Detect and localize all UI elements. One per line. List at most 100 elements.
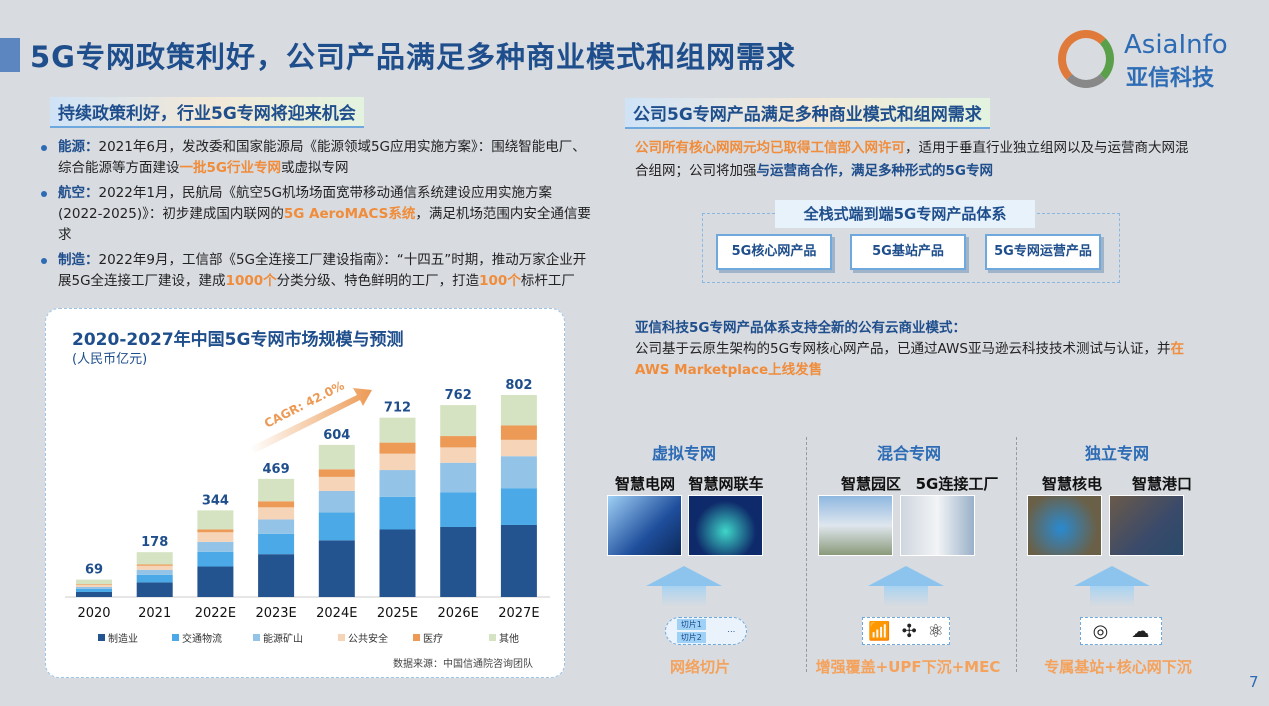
bar-segment-医疗 — [500, 425, 537, 440]
bar-segment-交通物流 — [136, 574, 173, 583]
bar-segment-能源矿山 — [440, 462, 477, 493]
bullet-key: 能源： — [58, 139, 99, 155]
bar-segment-公共安全 — [440, 447, 477, 463]
bar-segment-公共安全 — [500, 439, 537, 457]
bar-segment-制造业 — [379, 529, 416, 597]
bar-segment-医疗 — [440, 436, 477, 448]
bullet-text: ，满足机场范围内安全通信要求 — [58, 206, 591, 243]
legend-swatch — [413, 634, 420, 641]
smart-port-image — [1109, 495, 1184, 556]
bullet-highlight: 1000个 — [225, 273, 277, 289]
bullet-text: 2022年1月，民航局《航空5G机场场面宽带移动通信系统建设应用实施方案(202… — [58, 185, 552, 222]
bar-segment-制造业 — [76, 591, 112, 597]
image-label: 智慧电网 — [614, 475, 675, 493]
bar-segment-能源矿山 — [258, 519, 295, 534]
data-label: 762 — [445, 388, 472, 403]
bullet-energy: 能源：2021年6月，发改委和国家能源局《能源领域5G应用实施方案》：围绕智能电… — [38, 137, 593, 179]
bullet-manufacturing: 制造：2022年9月，工信部《5G全连接工厂建设指南》：“十四五”时期，推动万家… — [38, 250, 593, 292]
bullet-key: 航空： — [58, 185, 99, 201]
bar-segment-医疗 — [318, 469, 355, 477]
x-tick-label: 2024E — [316, 606, 357, 621]
up-arrow-icon — [1074, 566, 1150, 586]
bar-segment-能源矿山 — [76, 586, 112, 589]
image-label: 智慧网联车 — [688, 475, 764, 493]
legend-label: 交通物流 — [182, 632, 222, 645]
connected-car-image — [688, 495, 763, 556]
antenna-icon: ◎ — [1092, 620, 1109, 642]
column-footer-hybrid: 增强覆盖+UPF下沉+MEC — [815, 658, 1001, 676]
bar-segment-交通物流 — [440, 492, 477, 527]
bullet-text: 2022年9月，工信部《5G全连接工厂建设指南》：“十四五”时期，推动万家企业开… — [58, 252, 587, 289]
legend-label: 公共安全 — [348, 632, 388, 645]
smart-park-image — [818, 495, 893, 556]
up-arrow-stem — [1090, 586, 1134, 606]
bar-segment-制造业 — [258, 554, 295, 597]
bar-segment-交通物流 — [258, 533, 295, 555]
x-tick-label: 2021 — [138, 606, 171, 621]
bar-segment-制造业 — [197, 566, 234, 597]
bullet-highlight: 5G AeroMACS系统 — [283, 206, 416, 222]
bullet-key: 制造： — [58, 252, 99, 268]
legend-swatch — [489, 634, 496, 641]
bar-segment-医疗 — [136, 564, 173, 566]
bar-segment-制造业 — [440, 526, 477, 597]
title-accent-bar — [0, 38, 20, 72]
bar-segment-公共安全 — [197, 532, 234, 542]
smart-grid-image — [607, 495, 682, 556]
x-tick-label: 2020 — [77, 606, 110, 621]
bar-segment-其他 — [379, 417, 416, 443]
logo-ring-icon — [1058, 30, 1114, 88]
up-arrow-stem — [662, 586, 706, 606]
column-divider — [806, 437, 807, 672]
product-operations: 5G专网运营产品 — [985, 234, 1101, 270]
page-title: 5G专网政策利好，公司产品满足多种商业模式和组网需求 — [30, 40, 796, 74]
bar-segment-其他 — [76, 579, 112, 585]
data-label: 469 — [263, 462, 290, 477]
x-tick-label: 2022E — [195, 606, 236, 621]
standalone-icons: ◎ ☁ — [1080, 617, 1162, 645]
data-label: 178 — [141, 535, 168, 550]
bar-segment-医疗 — [379, 442, 416, 454]
smart-nuclear-image — [1027, 495, 1102, 556]
logo-text-en: AsiaInfo — [1124, 30, 1228, 60]
legend-swatch — [172, 634, 179, 641]
product-core-network: 5G核心网产品 — [716, 234, 832, 270]
image-label: 智慧园区 — [840, 475, 901, 493]
legend-label: 能源矿山 — [263, 632, 303, 645]
left-subtitle: 持续政策利好，行业5G专网将迎来机会 — [50, 97, 364, 128]
bar-segment-能源矿山 — [379, 470, 416, 497]
cagr-arrow-icon — [250, 388, 372, 453]
bar-segment-其他 — [197, 510, 234, 530]
product-stack-title: 全栈式端到端5G专网产品体系 — [775, 200, 1035, 228]
market-size-chart: 69 2020 178 2021 344 2022E 469 2023E 604 2024E 712… — [65, 378, 550, 670]
x-tick-label: 2027E — [498, 606, 539, 621]
bar-segment-医疗 — [258, 501, 295, 508]
data-label: 344 — [202, 493, 229, 508]
bullet-aviation: 航空：2022年1月，民航局《航空5G机场场面宽带移动通信系统建设应用实施方案(… — [38, 183, 593, 246]
bar-segment-能源矿山 — [136, 569, 173, 575]
product-base-station: 5G基站产品 — [850, 234, 966, 270]
bullet-highlight: 100个 — [479, 273, 521, 289]
chart-unit: (人民币亿元) — [72, 352, 148, 367]
more-slices-icon: ⋯ — [727, 626, 736, 636]
column-footer-virtual: 网络切片 — [669, 658, 730, 676]
atom-icon: ⚛ — [927, 620, 944, 642]
up-arrow-stem — [884, 586, 928, 606]
x-tick-label: 2025E — [377, 606, 418, 621]
bar-segment-制造业 — [318, 540, 355, 597]
bar-segment-能源矿山 — [197, 541, 234, 552]
data-label: 712 — [384, 401, 411, 416]
legend-label: 其他 — [499, 632, 519, 645]
data-label: 802 — [505, 378, 532, 393]
bar-segment-交通物流 — [500, 488, 537, 525]
network-slice-icon: 切片1 切片2 ⋯ — [665, 617, 747, 645]
5g-factory-image — [900, 495, 975, 556]
bar-segment-其他 — [258, 478, 295, 502]
slice-label: 切片1 — [676, 619, 706, 630]
column-divider — [1016, 437, 1017, 672]
bar-segment-公共安全 — [258, 507, 295, 520]
chart-card — [45, 308, 565, 678]
image-label: 智慧港口 — [1131, 475, 1192, 493]
bar-segment-公共安全 — [76, 584, 112, 587]
asiainfo-logo: AsiaInfo 亚信科技 — [1058, 30, 1248, 91]
